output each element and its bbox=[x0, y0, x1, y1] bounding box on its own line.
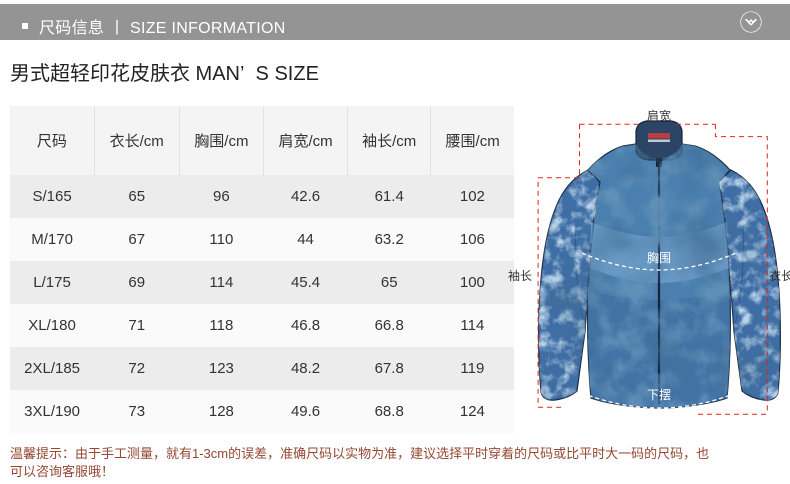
svg-text:袖长: 袖长 bbox=[508, 268, 532, 283]
svg-text:衣长: 衣长 bbox=[769, 268, 790, 283]
svg-text:肩宽: 肩宽 bbox=[647, 108, 671, 123]
svg-text:下摆: 下摆 bbox=[647, 388, 671, 402]
svg-text:胸围: 胸围 bbox=[647, 250, 671, 265]
